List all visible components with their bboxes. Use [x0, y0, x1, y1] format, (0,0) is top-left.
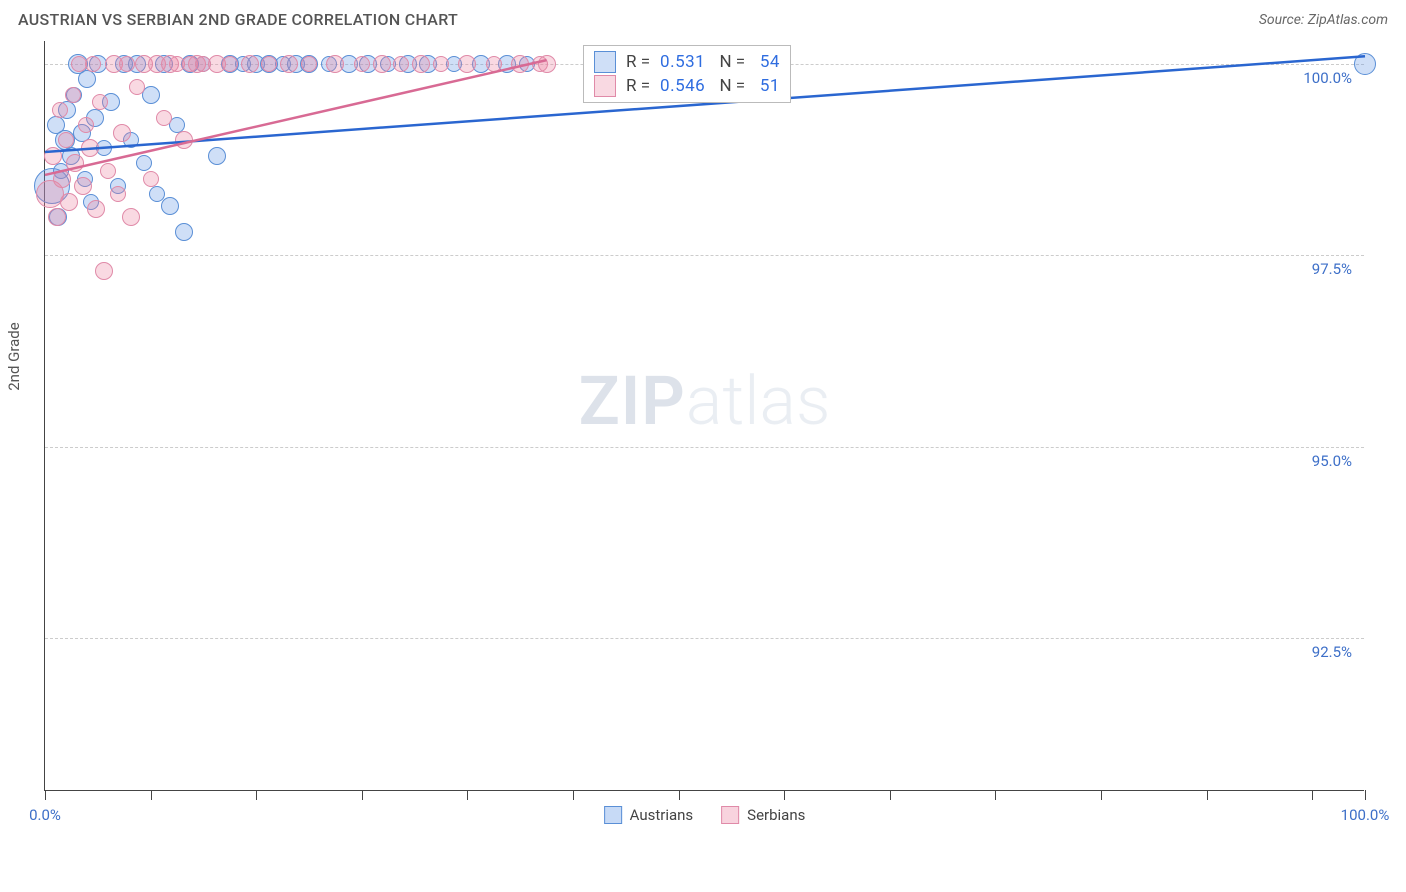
x-tick: [1365, 790, 1366, 800]
x-tick: [573, 790, 574, 800]
x-tick: [995, 790, 996, 800]
r-value: 0.546: [660, 76, 705, 96]
n-label: N =: [715, 52, 745, 72]
series-legend: Austrians Serbians: [604, 806, 806, 824]
x-tick: [784, 790, 785, 800]
x-tick: [151, 790, 152, 800]
legend-item: Austrians: [604, 806, 694, 824]
legend-label: Austrians: [630, 806, 694, 824]
n-label: N =: [715, 76, 745, 96]
x-tick: [890, 790, 891, 800]
stats-legend-box: R = 0.531 N = 54 R = 0.546 N = 51: [583, 45, 791, 103]
y-axis-label: 2nd Grade: [5, 322, 23, 390]
r-value: 0.531: [660, 52, 705, 72]
legend-swatch: [604, 806, 622, 824]
r-label: R =: [626, 52, 650, 72]
legend-label: Serbians: [747, 806, 805, 824]
x-tick: [1312, 790, 1313, 800]
x-tick: [679, 790, 680, 800]
x-tick: [45, 790, 46, 800]
x-tick: [1101, 790, 1102, 800]
x-tick-label: 0.0%: [29, 806, 61, 824]
legend-stats-row: R = 0.546 N = 51: [594, 74, 780, 98]
legend-swatch: [721, 806, 739, 824]
n-value: 51: [755, 76, 780, 96]
scatter-plot-area: ZIPatlas R =0.531 N = 54R =0.546 N = 51 …: [44, 41, 1364, 791]
legend-swatch: [594, 51, 616, 73]
chart-title: AUSTRIAN VS SERBIAN 2ND GRADE CORRELATIO…: [18, 10, 458, 29]
x-tick: [1207, 790, 1208, 800]
x-tick: [256, 790, 257, 800]
legend-stats-row: R = 0.531 N = 54: [594, 50, 780, 74]
x-tick: [467, 790, 468, 800]
source-attribution: Source: ZipAtlas.com: [1259, 12, 1388, 28]
n-value: 54: [755, 52, 780, 72]
x-tick: [362, 790, 363, 800]
legend-swatch: [594, 75, 616, 97]
x-tick-label: 100.0%: [1341, 806, 1390, 824]
r-label: R =: [626, 76, 650, 96]
trend-lines: [45, 41, 1365, 791]
legend-item: Serbians: [721, 806, 805, 824]
